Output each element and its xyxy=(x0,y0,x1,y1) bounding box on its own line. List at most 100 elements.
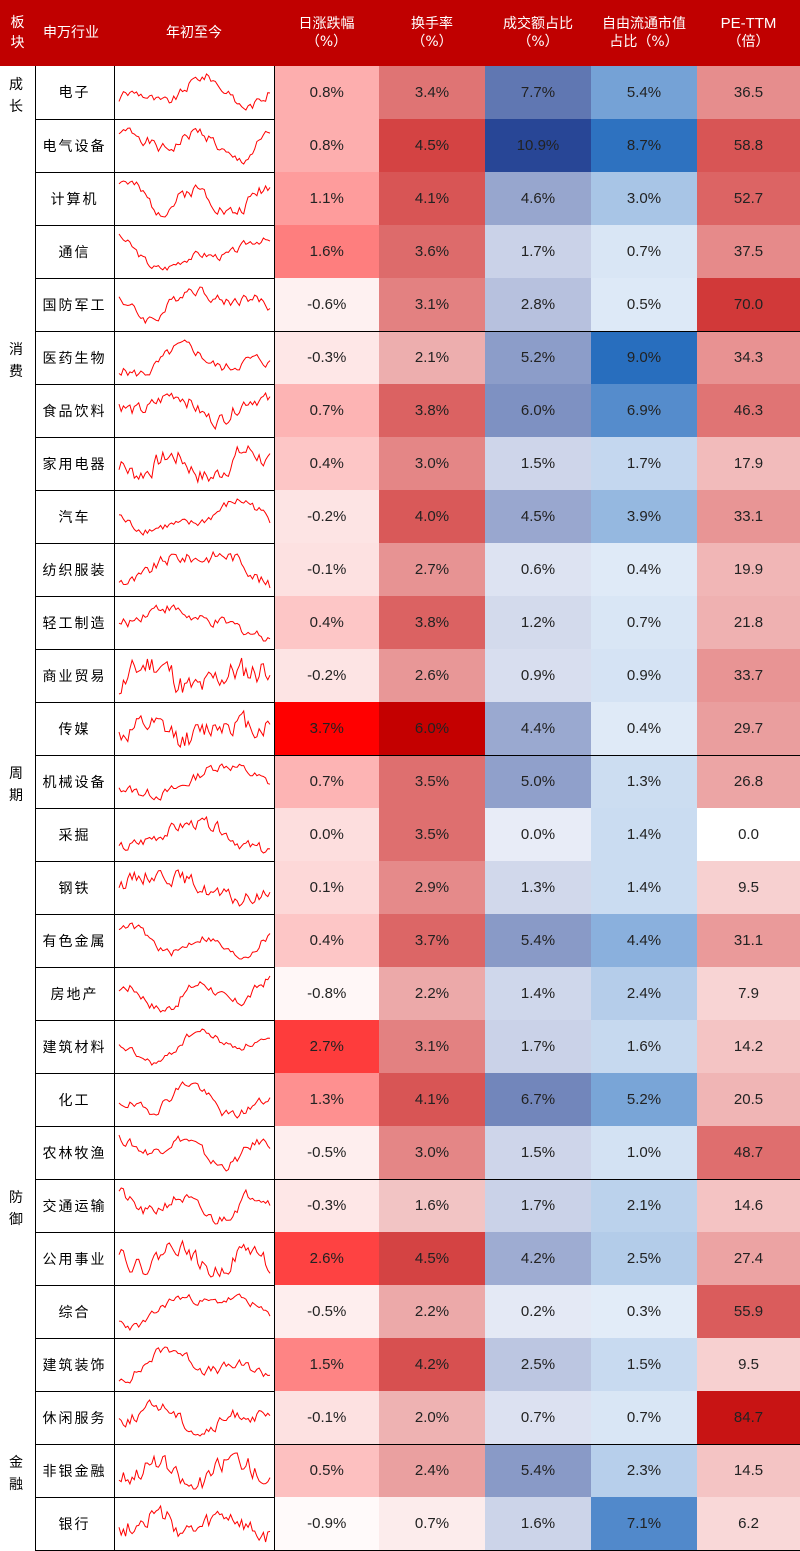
ytd-sparkline xyxy=(114,967,275,1021)
volume-share-cell: 4.2% xyxy=(485,1232,591,1285)
turnover-cell: 2.6% xyxy=(379,649,485,702)
table-row: 纺织服装 -0.1% 2.7% 0.6% 0.4% 19.9 xyxy=(0,543,800,597)
industry-name: 房地产 xyxy=(35,967,115,1021)
table-row: 国防军工 -0.6% 3.1% 2.8% 0.5% 70.0 xyxy=(0,278,800,332)
turnover-cell: 2.4% xyxy=(379,1444,485,1497)
turnover-cell: 2.1% xyxy=(379,331,485,384)
turnover-cell: 4.5% xyxy=(379,1232,485,1285)
industry-name: 公用事业 xyxy=(35,1232,115,1286)
volume-share-cell: 4.4% xyxy=(485,702,591,756)
sparkline-svg xyxy=(118,1451,270,1490)
float-share-cell: 9.0% xyxy=(591,331,697,384)
sparkline-path xyxy=(118,550,270,588)
ytd-sparkline xyxy=(114,914,275,968)
sparkline-svg xyxy=(118,391,270,430)
pe-ttm-cell: 21.8 xyxy=(697,596,800,649)
pe-ttm-cell: 58.8 xyxy=(697,119,800,172)
pe-ttm-cell: 17.9 xyxy=(697,437,800,490)
table-row: 防御 交通运输 -0.3% 1.6% 1.7% 2.1% 14.6 xyxy=(0,1179,800,1444)
volume-share-cell: 6.0% xyxy=(485,384,591,437)
volume-share-cell: 6.7% xyxy=(485,1073,591,1126)
volume-share-cell: 0.2% xyxy=(485,1285,591,1338)
pe-ttm-cell: 29.7 xyxy=(697,702,800,756)
sparkline-svg xyxy=(118,709,270,748)
pe-ttm-cell: 7.9 xyxy=(697,967,800,1020)
pe-ttm-cell: 33.7 xyxy=(697,649,800,702)
industry-name: 有色金属 xyxy=(35,914,115,968)
volume-share-cell: 7.7% xyxy=(485,66,591,119)
daily-change-cell: -0.6% xyxy=(274,278,379,332)
sparkline-svg xyxy=(118,921,270,960)
float-share-cell: 0.7% xyxy=(591,596,697,649)
daily-change-cell: -0.2% xyxy=(274,649,379,702)
table-row: 采掘 0.0% 3.5% 0.0% 1.4% 0.0 xyxy=(0,808,800,862)
sparkline-path xyxy=(118,1398,270,1437)
industry-name: 非银金融 xyxy=(35,1444,115,1498)
volume-share-cell: 10.9% xyxy=(485,119,591,172)
turnover-cell: 2.9% xyxy=(379,861,485,914)
ytd-sparkline xyxy=(114,1232,275,1286)
industry-name: 计算机 xyxy=(35,172,115,226)
ytd-sparkline xyxy=(114,437,275,491)
ytd-sparkline xyxy=(114,1338,275,1392)
header-turnover: 换手率 （%） xyxy=(379,0,485,66)
sparkline-path xyxy=(118,391,270,430)
pe-ttm-cell: 19.9 xyxy=(697,543,800,596)
pe-ttm-cell: 27.4 xyxy=(697,1232,800,1285)
sector-label: 周期 xyxy=(0,755,36,1179)
table-row: 计算机 1.1% 4.1% 4.6% 3.0% 52.7 xyxy=(0,172,800,226)
float-share-cell: 3.0% xyxy=(591,172,697,225)
sparkline-svg xyxy=(118,126,270,165)
daily-change-cell: 0.4% xyxy=(274,596,379,649)
daily-change-cell: 0.8% xyxy=(274,66,379,119)
daily-change-cell: 0.1% xyxy=(274,861,379,914)
volume-share-cell: 2.8% xyxy=(485,278,591,332)
industry-name: 传媒 xyxy=(35,702,115,756)
ytd-sparkline xyxy=(114,808,275,862)
sparkline-path xyxy=(118,497,270,536)
table-row: 传媒 3.7% 6.0% 4.4% 0.4% 29.7 xyxy=(0,702,800,756)
volume-share-cell: 2.5% xyxy=(485,1338,591,1391)
sparkline-svg xyxy=(118,179,270,218)
sparkline-svg xyxy=(118,444,270,484)
volume-share-cell: 4.6% xyxy=(485,172,591,225)
daily-change-cell: -0.8% xyxy=(274,967,379,1020)
sparkline-path xyxy=(118,1451,270,1490)
sparkline-path xyxy=(118,657,270,694)
table-row: 通信 1.6% 3.6% 1.7% 0.7% 37.5 xyxy=(0,225,800,279)
industry-name: 建筑材料 xyxy=(35,1020,115,1074)
table-row: 电气设备 0.8% 4.5% 10.9% 8.7% 58.8 xyxy=(0,119,800,173)
ytd-sparkline xyxy=(114,1444,275,1498)
ytd-sparkline xyxy=(114,596,275,650)
ytd-sparkline xyxy=(114,1497,275,1551)
industry-name: 食品饮料 xyxy=(35,384,115,438)
sparkline-path xyxy=(118,1238,270,1278)
table-row: 建筑装饰 1.5% 4.2% 2.5% 1.5% 9.5 xyxy=(0,1338,800,1392)
volume-share-cell: 5.0% xyxy=(485,755,591,808)
pe-ttm-cell: 9.5 xyxy=(697,1338,800,1391)
pe-ttm-cell: 0.0 xyxy=(697,808,800,861)
ytd-sparkline xyxy=(114,384,275,438)
table-row: 钢铁 0.1% 2.9% 1.3% 1.4% 9.5 xyxy=(0,861,800,915)
sparkline-path xyxy=(118,73,270,111)
turnover-cell: 3.5% xyxy=(379,808,485,861)
turnover-cell: 4.2% xyxy=(379,1338,485,1391)
industry-name: 汽车 xyxy=(35,490,115,544)
pe-ttm-cell: 14.5 xyxy=(697,1444,800,1497)
sparkline-path xyxy=(118,975,270,1013)
ytd-sparkline xyxy=(114,543,275,597)
industry-name: 交通运输 xyxy=(35,1179,115,1233)
volume-share-cell: 5.4% xyxy=(485,1444,591,1497)
sparkline-path xyxy=(118,338,270,377)
table-row: 有色金属 0.4% 3.7% 5.4% 4.4% 31.1 xyxy=(0,914,800,968)
turnover-cell: 3.5% xyxy=(379,755,485,808)
pe-ttm-cell: 34.3 xyxy=(697,331,800,384)
ytd-sparkline xyxy=(114,225,275,279)
industry-name: 建筑装饰 xyxy=(35,1338,115,1392)
industry-name: 商业贸易 xyxy=(35,649,115,703)
sparkline-svg xyxy=(118,1238,270,1278)
daily-change-cell: 0.0% xyxy=(274,808,379,861)
sparkline-svg xyxy=(118,497,270,536)
volume-share-cell: 1.7% xyxy=(485,225,591,278)
table-row: 商业贸易 -0.2% 2.6% 0.9% 0.9% 33.7 xyxy=(0,649,800,703)
